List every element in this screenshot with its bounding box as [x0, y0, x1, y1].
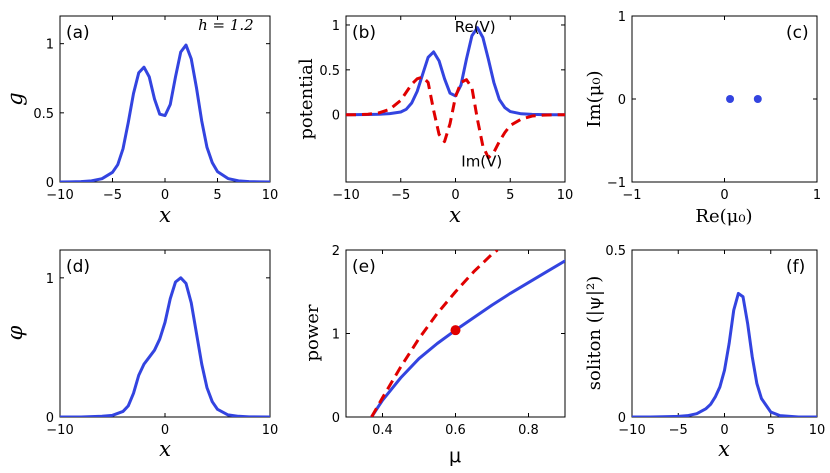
x-tick-label: 0 — [720, 423, 728, 438]
x-tick-label: −10 — [618, 423, 645, 438]
x-tick-label: 10 — [262, 188, 279, 203]
y-tick-label: 0.5 — [33, 107, 54, 122]
y-axis-label: soliton (|ψ|²) — [584, 276, 605, 390]
x-tick-label: −5 — [103, 188, 122, 203]
panel-e: 0.4 0.6 0.8 0 1 2 (e) μ power — [302, 244, 566, 467]
panel-b: −10 −5 0 5 10 0 0.5 1 (b) x potential Re(V) Im(V) — [296, 15, 574, 227]
y-tick-label: 1 — [618, 10, 626, 25]
y-tick-label: 0 — [46, 411, 54, 426]
annotation-text: Re(V) — [455, 18, 496, 36]
x-axis-label: x — [159, 203, 171, 227]
x-axis-label: x — [449, 203, 461, 227]
panel-label: (a) — [66, 23, 90, 43]
x-tick-label: −10 — [46, 188, 73, 203]
plot-area — [726, 95, 762, 103]
panel-label: (b) — [352, 23, 376, 43]
x-axis-label: μ — [449, 445, 461, 467]
panel-label: (d) — [66, 257, 90, 277]
series-line-dashed — [370, 250, 499, 417]
annotation-text: h = 1.2 — [198, 16, 254, 34]
series-line-solid — [346, 26, 565, 117]
axes-box — [59, 15, 271, 183]
y-tick-label: 0 — [46, 176, 54, 191]
y-tick-label: 1 — [46, 38, 54, 53]
x-tick-label: 0 — [161, 188, 169, 203]
plot-area — [60, 43, 270, 182]
x-tick-label: 0 — [720, 188, 728, 203]
panel-label: (e) — [352, 257, 376, 277]
series-line-solid — [370, 259, 565, 417]
y-tick-label: 1 — [46, 272, 54, 287]
eigenvalue-point — [726, 95, 735, 103]
y-tick-label: 0.5 — [319, 64, 340, 79]
panel-f: −10 −5 0 5 10 0 0.5 (f) x soliton (|ψ|²) — [584, 244, 825, 461]
x-tick-label: 1 — [813, 188, 821, 203]
y-tick-label: 0 — [618, 411, 626, 426]
x-tick-label: 10 — [262, 423, 279, 438]
series-line-solid — [60, 43, 270, 182]
plot-area — [632, 291, 817, 417]
y-tick-label: 1 — [332, 328, 340, 343]
y-tick-label: 0 — [332, 411, 340, 426]
x-tick-label: 10 — [809, 423, 826, 438]
y-tick-label: 0 — [332, 109, 340, 124]
y-tick-label: −1 — [607, 176, 626, 191]
annotation-text: Im(V) — [461, 153, 502, 171]
plot-area — [370, 250, 565, 417]
y-tick-label: 2 — [332, 244, 340, 259]
selected-point — [450, 325, 461, 336]
x-tick-label: 5 — [767, 423, 775, 438]
x-tick-label: −1 — [622, 188, 641, 203]
y-tick-label: 1 — [332, 19, 340, 34]
panel-label: (c) — [786, 23, 809, 43]
axes-box — [345, 15, 566, 183]
x-axis-label: x — [718, 437, 730, 461]
x-tick-label: 0 — [451, 188, 459, 203]
y-tick-label: 0 — [618, 93, 626, 108]
x-tick-label: −10 — [46, 423, 73, 438]
series-line-solid — [60, 276, 270, 417]
x-tick-label: 0.8 — [518, 423, 539, 438]
x-axis-label: Re(μ₀) — [695, 206, 752, 227]
y-axis-label: potential — [296, 58, 317, 140]
x-tick-label: 0 — [161, 423, 169, 438]
y-tick-label: 0.5 — [605, 244, 626, 259]
x-tick-label: 0.4 — [372, 423, 393, 438]
eigenvalue-point — [753, 95, 762, 103]
x-tick-label: −10 — [332, 188, 359, 203]
x-tick-label: 0.6 — [445, 423, 466, 438]
y-axis-label: Im(μ₀) — [584, 70, 605, 127]
x-tick-label: 10 — [557, 188, 574, 203]
plot-area — [60, 276, 270, 417]
y-axis-label: power — [302, 304, 323, 361]
plot-area — [346, 26, 565, 160]
x-tick-label: 5 — [506, 188, 514, 203]
x-tick-label: −5 — [391, 188, 410, 203]
y-axis-label: φ — [3, 325, 27, 340]
panel-label: (f) — [786, 257, 805, 277]
y-axis-label: g — [3, 92, 27, 105]
series-line-solid — [632, 291, 817, 417]
x-axis-label: x — [159, 437, 171, 461]
x-tick-label: 5 — [213, 188, 221, 203]
series-line-dashed — [346, 75, 565, 160]
x-tick-label: −5 — [669, 423, 688, 438]
panel-a: −10 −5 0 5 10 0 0.5 1 (a) x g h = 1.2 — [3, 15, 279, 227]
axes-box — [59, 249, 271, 418]
panel-c: −1 0 1 −1 0 1 (c) Re(μ₀) Im(μ₀) — [584, 10, 821, 227]
